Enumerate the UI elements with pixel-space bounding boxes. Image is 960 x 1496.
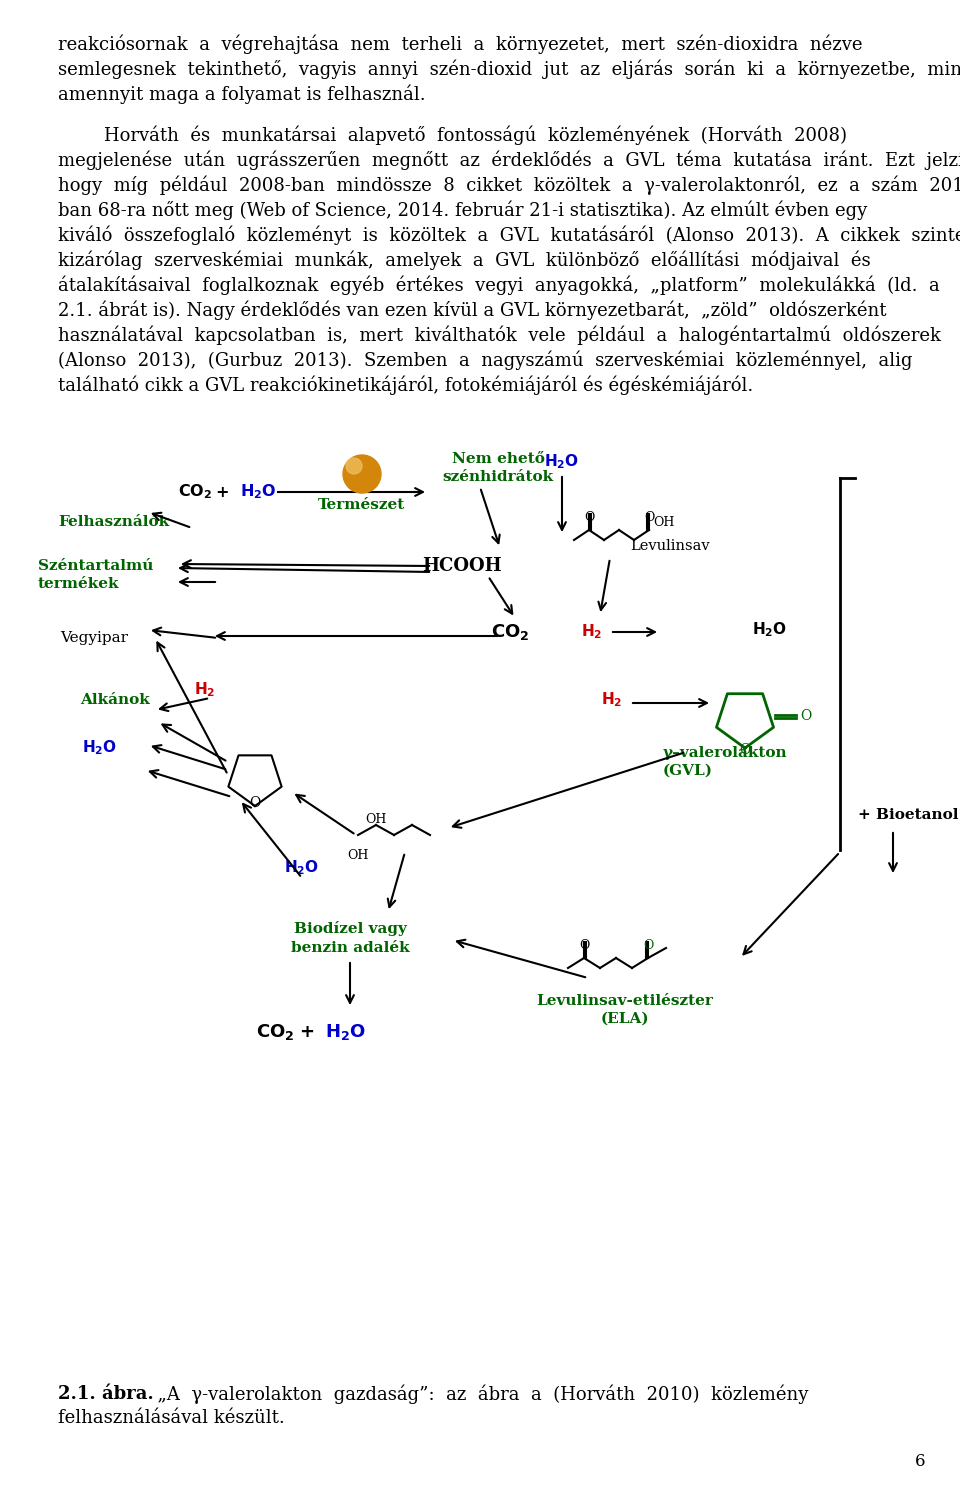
Text: Alkánok: Alkánok xyxy=(80,693,150,708)
Text: semlegesnek  tekinthető,  vagyis  annyi  szén-dioxid  jut  az  eljárás  során  k: semlegesnek tekinthető, vagyis annyi szé… xyxy=(58,58,960,78)
Text: O: O xyxy=(579,939,589,951)
Text: $\mathbf{CO_2}$: $\mathbf{CO_2}$ xyxy=(255,1022,294,1043)
Text: γ–valerolakton
(GVL): γ–valerolakton (GVL) xyxy=(663,747,787,778)
Text: kiváló  összefoglaló  közleményt  is  közöltek  a  GVL  kutatásáról  (Alonso  20: kiváló összefoglaló közleményt is közölt… xyxy=(58,224,960,244)
Text: 2.1. ábra.: 2.1. ábra. xyxy=(58,1385,154,1403)
Text: amennyit maga a folyamat is felhasznál.: amennyit maga a folyamat is felhasznál. xyxy=(58,84,425,103)
Text: OH: OH xyxy=(653,516,674,528)
Text: O: O xyxy=(739,744,751,757)
Text: HCOOH: HCOOH xyxy=(422,557,502,574)
Text: Levulinsav-etilészter
(ELA): Levulinsav-etilészter (ELA) xyxy=(537,995,713,1026)
Text: 6: 6 xyxy=(915,1454,925,1471)
Text: reakciósornak  a  végrehajtása  nem  terheli  a  környezetet,  mert  szén-dioxid: reakciósornak a végrehajtása nem terheli… xyxy=(58,34,862,54)
Text: + Bioetanol: + Bioetanol xyxy=(858,808,958,821)
Text: Biodízel vagy
benzin adalék: Biodízel vagy benzin adalék xyxy=(291,922,409,954)
Text: hogy  míg  például  2008-ban  mindössze  8  cikket  közöltek  a  γ-valerolaktonr: hogy míg például 2008-ban mindössze 8 ci… xyxy=(58,175,960,194)
Text: ban 68-ra nőtt meg (Web of Science, 2014. február 21-i statisztika). Az elmúlt é: ban 68-ra nőtt meg (Web of Science, 2014… xyxy=(58,200,867,220)
Text: Horváth  és  munkatársai  alapvető  fontosságú  közleményének  (Horváth  2008): Horváth és munkatársai alapvető fontossá… xyxy=(58,126,847,145)
Circle shape xyxy=(343,455,381,494)
Text: O: O xyxy=(584,512,594,524)
Text: O: O xyxy=(643,939,653,951)
Text: OH: OH xyxy=(366,812,387,826)
Text: Vegyipar: Vegyipar xyxy=(60,631,128,645)
Text: $\mathbf{H_2}$: $\mathbf{H_2}$ xyxy=(601,691,623,709)
Text: felhasználásával készült.: felhasználásával készült. xyxy=(58,1409,285,1427)
Text: kizárólag  szerveskémiai  munkák,  amelyek  a  GVL  különböző  előállítási  módj: kizárólag szerveskémiai munkák, amelyek … xyxy=(58,250,871,269)
Text: „A  γ-valerolakton  gazdaság”:  az  ábra  a  (Horváth  2010)  közlemény: „A γ-valerolakton gazdaság”: az ábra a (… xyxy=(146,1385,808,1405)
Text: $\mathbf{H_2O}$: $\mathbf{H_2O}$ xyxy=(324,1022,366,1043)
Text: $\mathbf{CO_2}$: $\mathbf{CO_2}$ xyxy=(178,483,212,501)
Text: $\mathbf{H_2O}$: $\mathbf{H_2O}$ xyxy=(753,621,787,639)
Text: $\mathbf{H_2O}$: $\mathbf{H_2O}$ xyxy=(544,453,580,471)
Text: O: O xyxy=(250,796,260,809)
Text: $\mathbf{H_2}$: $\mathbf{H_2}$ xyxy=(194,681,216,699)
Text: Nem ehető
szénhidrátok: Nem ehető szénhidrátok xyxy=(443,452,554,485)
Text: OH: OH xyxy=(348,850,369,862)
Circle shape xyxy=(346,458,362,474)
Text: Széntartalmú
termékek: Széntartalmú termékek xyxy=(38,560,154,591)
Text: található cikk a GVL reakciókinetikájáról, fotokémiájáról és égéskémiájáról.: található cikk a GVL reakciókinetikájáró… xyxy=(58,375,754,395)
Text: O: O xyxy=(644,512,654,524)
Text: Természet: Természet xyxy=(319,498,406,512)
Text: használatával  kapcsolatban  is,  mert  kiválthatók  vele  például  a  halogénta: használatával kapcsolatban is, mert kivá… xyxy=(58,325,941,344)
Text: megjelenése  után  ugrásszerűen  megnőtt  az  érdeklődés  a  GVL  téma  kutatása: megjelenése után ugrásszerűen megnőtt az… xyxy=(58,150,960,169)
Text: Felhasználók: Felhasználók xyxy=(58,515,169,530)
Text: $\mathbf{H_2O}$: $\mathbf{H_2O}$ xyxy=(83,739,117,757)
Text: (Alonso  2013),  (Gurbuz  2013).  Szemben  a  nagyszámú  szerveskémiai  közlemén: (Alonso 2013), (Gurbuz 2013). Szemben a … xyxy=(58,350,913,370)
Text: $\mathbf{CO_2}$: $\mathbf{CO_2}$ xyxy=(491,622,529,642)
Text: $\mathbf{+}$: $\mathbf{+}$ xyxy=(215,483,228,501)
Text: O: O xyxy=(800,709,811,723)
Text: átalakításaival  foglalkoznak  egyéb  értékes  vegyi  anyagokká,  „platform”  mo: átalakításaival foglalkoznak egyéb érték… xyxy=(58,275,940,295)
Text: $\mathbf{H_2}$: $\mathbf{H_2}$ xyxy=(582,622,603,642)
Text: $\mathbf{+}$: $\mathbf{+}$ xyxy=(300,1023,315,1041)
Text: $\mathbf{H_2O}$: $\mathbf{H_2O}$ xyxy=(284,859,320,877)
Text: Levulinsav: Levulinsav xyxy=(630,539,709,554)
Text: 2.1. ábrát is). Nagy érdeklődés van ezen kívül a GVL környezetbarát,  „zöld”  ol: 2.1. ábrát is). Nagy érdeklődés van ezen… xyxy=(58,301,886,320)
Text: $\mathbf{H_2O}$: $\mathbf{H_2O}$ xyxy=(240,483,276,501)
